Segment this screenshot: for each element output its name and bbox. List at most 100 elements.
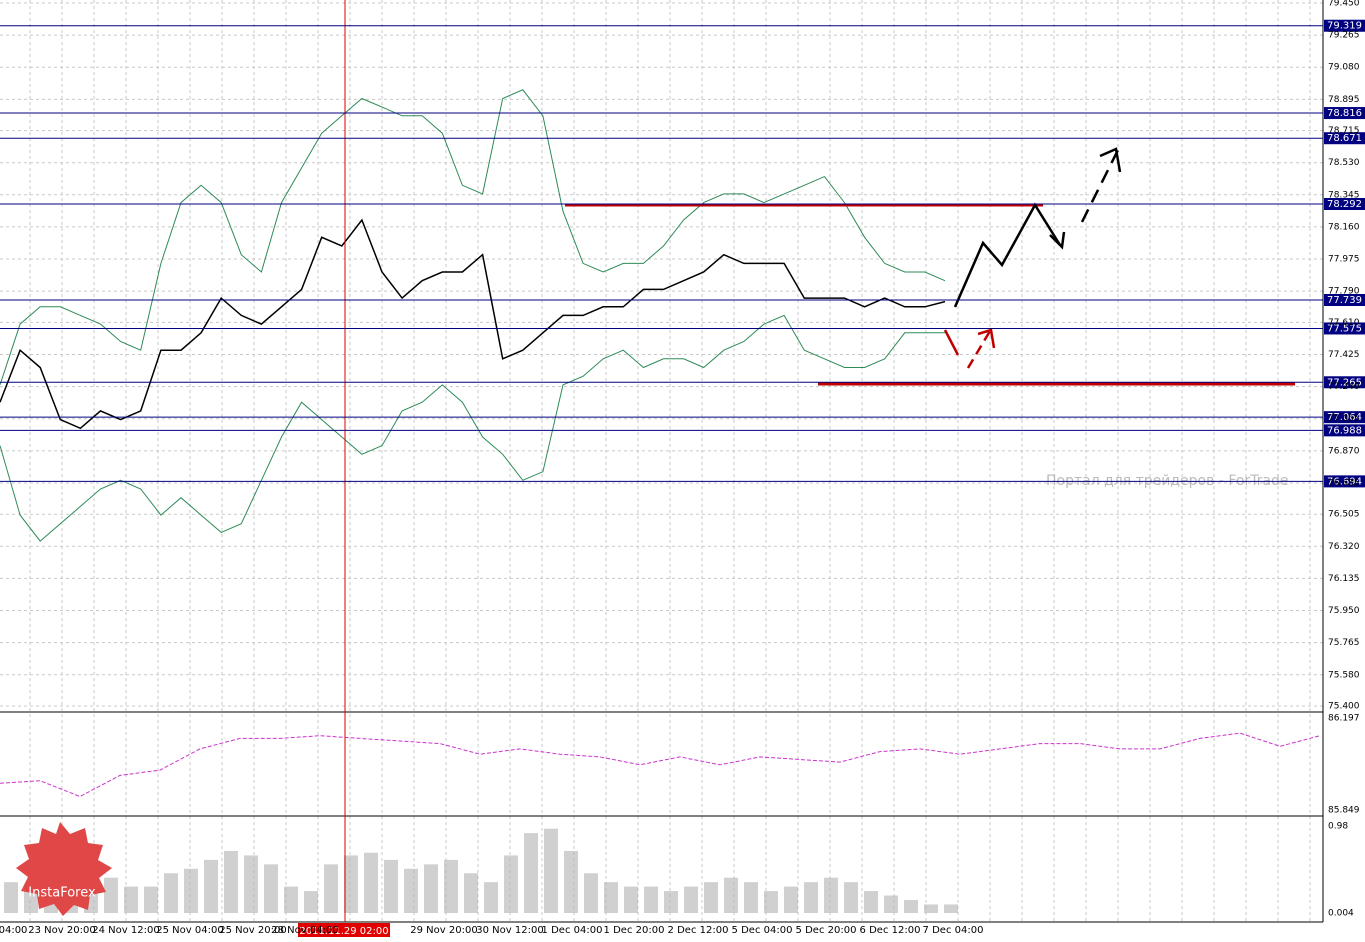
- x-tick-label: 24 Nov 12:00: [92, 925, 159, 936]
- histogram-bar: [404, 868, 418, 913]
- histogram-bar: [804, 882, 818, 913]
- histogram-bar: [504, 855, 518, 913]
- y-tick-label: 0.98: [1328, 822, 1348, 832]
- x-tick-label: 25 Nov 04:00: [156, 925, 223, 936]
- histogram-bar: [364, 852, 378, 913]
- y-tick-label: 0.004: [1328, 909, 1354, 919]
- y-tick-label: 75.765: [1328, 638, 1360, 648]
- logo-badge: [16, 822, 112, 916]
- y-tick-label: 76.870: [1328, 446, 1360, 456]
- histogram-bar: [444, 859, 458, 913]
- histogram-bar: [524, 833, 538, 913]
- cursor-label-box: [298, 923, 390, 937]
- histogram-bar: [644, 886, 658, 913]
- forecast-arrow: [1049, 231, 1066, 250]
- level-label: 77.575: [1327, 323, 1362, 334]
- histogram-bar: [124, 886, 138, 913]
- level-label: 77.739: [1327, 295, 1362, 306]
- forecast-arrow: [1080, 149, 1120, 223]
- alt-arrow: [943, 329, 960, 356]
- alt-arrow: [966, 330, 992, 369]
- histogram-bar: [764, 891, 778, 913]
- histogram-bar: [944, 904, 958, 913]
- histogram-bar: [664, 891, 678, 913]
- x-tick-label: 25 Nov 20:00: [219, 925, 286, 936]
- y-tick-label: 76.685: [1328, 478, 1360, 488]
- y-tick-label: 79.450: [1328, 0, 1360, 9]
- x-tick-label: 5 Dec 04:00: [732, 925, 793, 936]
- x-tick-label: 1 Dec 20:00: [604, 925, 665, 936]
- level-label: 78.292: [1327, 199, 1362, 210]
- cursor-label: 2011.11.29 02:00: [299, 926, 388, 937]
- y-tick-label: 78.160: [1328, 222, 1360, 232]
- x-tick-label: 7 Dec 04:00: [923, 925, 984, 936]
- logo: InstaForex: [16, 822, 112, 916]
- histogram-bar: [424, 864, 438, 913]
- level-box: [1324, 411, 1365, 424]
- y-tick-label: 77.610: [1328, 318, 1360, 328]
- histogram-bar: [924, 904, 938, 913]
- level-box: [1324, 475, 1365, 488]
- histogram-bar: [204, 859, 218, 913]
- histogram-bar: [224, 850, 238, 913]
- histogram-bar: [704, 882, 718, 913]
- level-box: [1324, 19, 1365, 32]
- y-tick-label: 78.530: [1328, 158, 1360, 168]
- histogram-bar: [304, 891, 318, 913]
- forecast-arrow: [1099, 147, 1122, 173]
- level-box: [1324, 376, 1365, 389]
- histogram-bar: [904, 899, 918, 913]
- level-label: 77.265: [1327, 377, 1362, 388]
- histogram-bar: [584, 873, 598, 913]
- grid: [0, 0, 1323, 922]
- y-tick-label: 75.950: [1328, 606, 1360, 616]
- histogram-bar: [244, 855, 258, 913]
- y-tick-label: 77.975: [1328, 255, 1360, 265]
- y-tick-label: 77.240: [1328, 382, 1360, 392]
- histogram-bar: [864, 891, 878, 913]
- x-tick-label: 04:00: [0, 925, 27, 936]
- histogram-bar: [344, 855, 358, 913]
- plot: [0, 89, 1321, 913]
- x-tick-label: 23 Nov 20:00: [28, 925, 95, 936]
- y-tick-label: 75.400: [1328, 702, 1360, 712]
- histogram-bar: [384, 859, 398, 913]
- histogram-bar: [164, 873, 178, 913]
- histogram-bar: [784, 886, 798, 913]
- y-tick-label: 75.580: [1328, 670, 1360, 680]
- x-tick-label: 6 Dec 12:00: [860, 925, 921, 936]
- logo-text: InstaForex: [28, 886, 96, 901]
- y-tick-label: 79.080: [1328, 63, 1360, 73]
- line-0: [0, 732, 1321, 798]
- histogram-bar: [4, 882, 18, 913]
- level-label: 78.816: [1327, 108, 1362, 119]
- y-tick-label: 85.849: [1328, 806, 1360, 816]
- levels: 79.319 78.816 78.671 78.292 77.739 77.575 77.2…: [0, 19, 1365, 488]
- y-tick-label: 76.320: [1328, 542, 1360, 552]
- histogram-bar: [484, 882, 498, 913]
- histogram-bar: [464, 873, 478, 913]
- histogram-bar: [264, 864, 278, 913]
- histogram-bar: [544, 828, 558, 913]
- x-tick-label: 2 Dec 12:00: [668, 925, 729, 936]
- x-tick-label: 1 Dec 04:00: [542, 925, 603, 936]
- level-label: 78.671: [1327, 133, 1362, 144]
- histogram-bar: [564, 850, 578, 913]
- y-tick-label: 79.265: [1328, 31, 1360, 41]
- x-tick-label: 30 Nov 12:00: [476, 925, 543, 936]
- y-tick-label: 78.715: [1328, 126, 1360, 136]
- level-box: [1324, 293, 1365, 306]
- histogram-bar: [744, 882, 758, 913]
- level-label: 77.064: [1327, 412, 1362, 423]
- y-tick-label: 78.345: [1328, 190, 1360, 200]
- forecast-arrow: [953, 202, 1062, 308]
- line-2: [0, 314, 945, 542]
- histogram-bar: [144, 886, 158, 913]
- level-box: [1324, 198, 1365, 211]
- histogram-bar: [824, 877, 838, 913]
- y-tick-label: 76.135: [1328, 574, 1360, 584]
- histogram-bar: [844, 882, 858, 913]
